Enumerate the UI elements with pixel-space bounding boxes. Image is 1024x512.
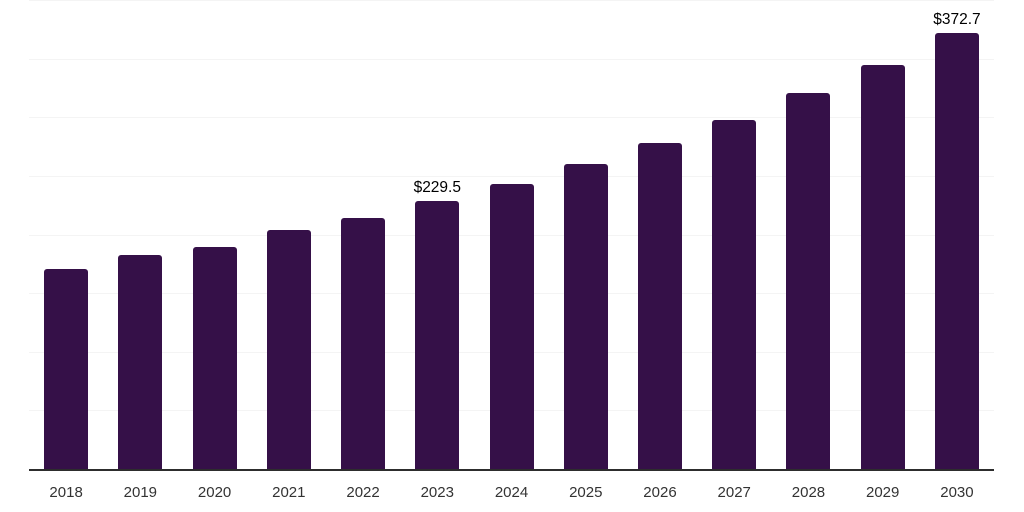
bar-2021[interactable] — [266, 229, 311, 470]
x-tick-label-2029: 2029 — [866, 484, 900, 501]
bar-column-2024 — [474, 1, 548, 470]
bar-2029[interactable] — [860, 65, 905, 470]
x-tick-label-2021: 2021 — [272, 484, 306, 501]
bar-2023[interactable] — [415, 200, 460, 470]
x-tick-label-2027: 2027 — [717, 484, 751, 501]
x-tick-label-2030: 2030 — [940, 484, 974, 501]
bar-2018[interactable] — [44, 268, 89, 470]
x-tick-label-2023: 2023 — [420, 484, 454, 501]
data-label-2023: $229.5 — [413, 178, 461, 196]
gridline-350 — [29, 58, 994, 60]
x-tick-label-2022: 2022 — [346, 484, 380, 501]
gridline-250 — [29, 175, 994, 177]
x-tick-label-2028: 2028 — [791, 484, 826, 501]
bar-column-2022 — [326, 1, 400, 470]
data-label-2030: $372.7 — [933, 11, 981, 29]
bar-2019[interactable] — [118, 254, 163, 470]
bar-column-2025 — [549, 1, 623, 470]
x-tick-label-2019: 2019 — [123, 484, 158, 501]
bar-column-2020 — [177, 1, 251, 470]
bar-2028[interactable] — [786, 93, 831, 470]
x-axis-line — [29, 469, 994, 471]
x-axis-labels: 2018 2019 2020 2021 2022 2023 2024 2025 2026 2027… — [29, 485, 994, 501]
bar-2030[interactable] — [934, 33, 979, 470]
x-tick-label-2020: 2020 — [197, 484, 232, 501]
bar-2020[interactable] — [192, 246, 237, 470]
bar-column-2021 — [252, 1, 326, 470]
x-tick-label-2024: 2024 — [494, 484, 529, 501]
bar-2025[interactable] — [563, 163, 608, 470]
x-tick-label-2018: 2018 — [49, 484, 83, 501]
x-tick-label-2025: 2025 — [569, 484, 603, 501]
bar-2026[interactable] — [637, 143, 682, 470]
x-tick-label-2026: 2026 — [643, 484, 677, 501]
bar-2027[interactable] — [712, 120, 757, 470]
bar-column-2018 — [29, 1, 103, 470]
bar-2022[interactable] — [341, 217, 386, 470]
bar-column-2027 — [697, 1, 771, 470]
bar-column-2026 — [623, 1, 697, 470]
bars-group: $229.5 $372.7 — [29, 1, 994, 470]
bar-column-2023: $229.5 — [400, 1, 474, 470]
bar-column-2029 — [846, 1, 920, 470]
bar-column-2028 — [771, 1, 845, 470]
gridline-400 — [29, 0, 994, 1]
bar-column-2019 — [103, 1, 177, 470]
bar-column-2030: $372.7 — [920, 1, 994, 470]
plot-area: $229.5 $372.7 — [29, 0, 994, 470]
gridline-300 — [29, 117, 994, 119]
bar-2024[interactable] — [489, 183, 534, 470]
